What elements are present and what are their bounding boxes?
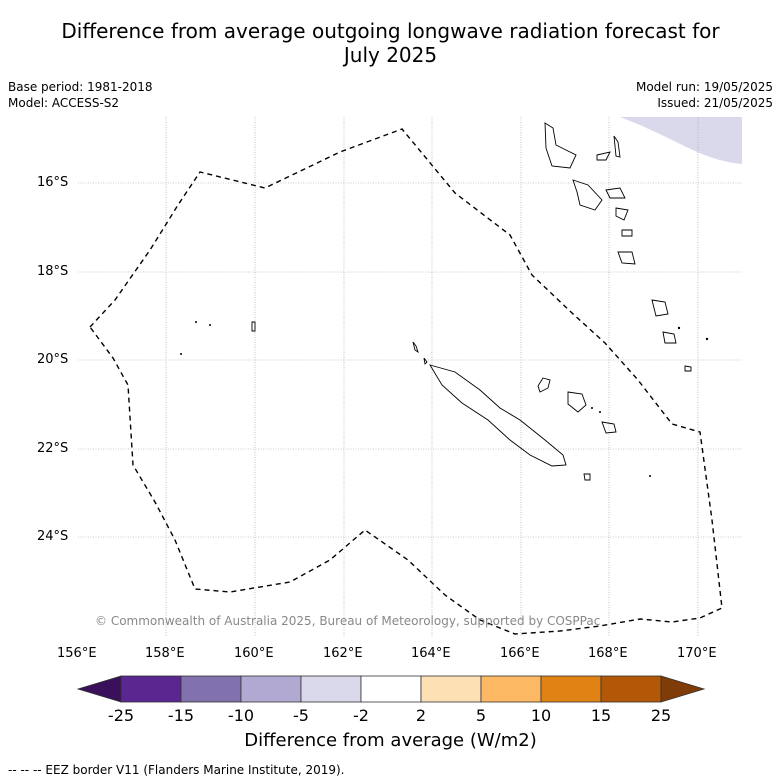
- island-lifou: [567, 391, 587, 413]
- colorbar-tick-7: 5: [475, 706, 487, 725]
- colorbar-tick-2: -15: [167, 706, 195, 725]
- colorbar-tick-4: -5: [293, 706, 309, 725]
- island-pines: [583, 473, 591, 481]
- lon-label-162e: 162°E: [323, 646, 363, 661]
- colorbar-tick-9: 15: [590, 706, 612, 725]
- island-new-caledonia: [429, 364, 567, 467]
- colorbar-tick-6: 2: [415, 706, 427, 725]
- island-chesterfield: [412, 341, 419, 354]
- colorbar-bin-3: [240, 675, 302, 703]
- meta-left: Base period: 1981-2018 Model: ACCESS-S2: [8, 79, 153, 111]
- island-santo: [544, 122, 577, 169]
- colorbar-extend-high: [660, 675, 706, 703]
- island-walpole: [684, 365, 692, 372]
- lon-label-164e: 164°E: [411, 646, 451, 661]
- colorbar-bin-1: [120, 675, 182, 703]
- island-malekula: [572, 179, 603, 211]
- island-belep: [423, 357, 428, 365]
- colorbar-tick-8: 10: [530, 706, 552, 725]
- lat-label-16s: 16°S: [37, 175, 69, 190]
- eez-legend-note: -- -- -- EEZ border V11 (Flanders Marine…: [8, 763, 345, 777]
- lat-label-20s: 20°S: [37, 352, 69, 367]
- meta-right: Model run: 19/05/2025 Issued: 21/05/2025: [636, 79, 773, 111]
- colorbar-bin-2: [180, 675, 242, 703]
- colorbar-extend-low: [76, 675, 122, 703]
- colorbar-bin-9: [600, 675, 662, 703]
- map-title: Difference from average outgoing longwav…: [0, 19, 781, 67]
- base-period: Base period: 1981-2018: [8, 80, 153, 94]
- colorbar-tick-5: -2: [353, 706, 369, 725]
- colorbar: [76, 675, 706, 703]
- island-mare: [601, 421, 617, 434]
- island-pentecost: [613, 135, 621, 158]
- lon-label-156e: 156°E: [57, 646, 97, 661]
- island-efate: [621, 229, 633, 237]
- anomaly-shade: [620, 117, 742, 164]
- lat-label-18s: 18°S: [37, 264, 69, 279]
- gridlines: [78, 117, 742, 636]
- colorbar-tick-10: 25: [650, 706, 672, 725]
- island-lifou-north: [651, 299, 669, 317]
- colorbar-tick-1: -25: [107, 706, 135, 725]
- colorbar-bin-5: [360, 675, 422, 703]
- model-run: Model run: 19/05/2025: [635, 80, 773, 94]
- island-erromango: [617, 251, 636, 265]
- lon-label-170e: 170°E: [677, 646, 717, 661]
- map-frame: [78, 117, 742, 636]
- island-ambae: [596, 151, 611, 161]
- island-reef: [251, 321, 256, 332]
- title-line-1: Difference from average outgoing longwav…: [61, 19, 720, 43]
- lon-label-158e: 158°E: [145, 646, 185, 661]
- issued-date: Issued: 21/05/2025: [657, 96, 773, 110]
- islands: [251, 122, 692, 481]
- colorbar-title: Difference from average (W/m2): [244, 730, 537, 751]
- island-aneityum: [662, 331, 677, 344]
- copyright-notice: © Commonwealth of Australia 2025, Bureau…: [95, 614, 601, 628]
- island-ambrym: [605, 187, 626, 199]
- model-name: Model: ACCESS-S2: [8, 96, 120, 110]
- colorbar-bin-7: [480, 675, 542, 703]
- colorbar-bin-4: [300, 675, 362, 703]
- lon-label-160e: 160°E: [234, 646, 274, 661]
- lat-label-24s: 24°S: [37, 529, 69, 544]
- colorbar-tick-3: -10: [227, 706, 255, 725]
- lon-label-168e: 168°E: [588, 646, 628, 661]
- island-ouvea: [537, 377, 551, 393]
- lat-label-22s: 22°S: [37, 441, 69, 456]
- colorbar-bin-8: [540, 675, 602, 703]
- eez-border: [89, 128, 723, 635]
- islets: [180, 321, 709, 477]
- lon-label-166e: 166°E: [500, 646, 540, 661]
- title-line-2: July 2025: [343, 43, 438, 67]
- island-epi: [615, 207, 629, 221]
- colorbar-bin-6: [420, 675, 482, 703]
